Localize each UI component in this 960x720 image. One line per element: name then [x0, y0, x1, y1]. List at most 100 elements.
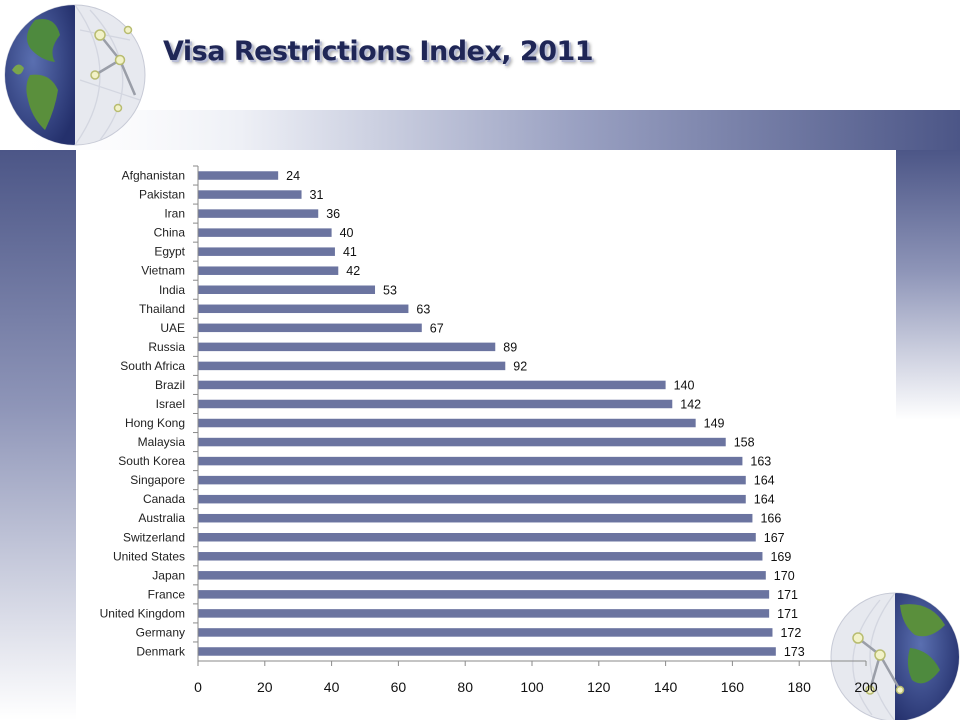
category-label: Australia — [138, 511, 185, 525]
bar — [198, 513, 753, 523]
x-tick-label: 40 — [324, 679, 340, 695]
x-tick-label: 200 — [854, 679, 878, 695]
category-label: Singapore — [130, 473, 185, 487]
category-label: Pakistan — [139, 188, 185, 202]
value-label: 164 — [754, 493, 775, 507]
bar — [198, 533, 756, 542]
category-label: India — [159, 283, 185, 297]
bar — [198, 590, 770, 599]
bar — [198, 304, 409, 314]
value-label: 31 — [310, 188, 324, 202]
bar — [198, 456, 743, 466]
value-label: 63 — [416, 302, 430, 316]
value-label: 163 — [750, 455, 771, 469]
value-label: 149 — [704, 417, 725, 431]
value-label: 170 — [774, 569, 795, 583]
value-label: 166 — [760, 512, 781, 526]
category-label: Hong Kong — [125, 416, 185, 430]
value-label: 89 — [503, 340, 517, 354]
category-label: South Korea — [118, 454, 185, 468]
value-label: 41 — [343, 245, 357, 259]
bar — [198, 609, 770, 618]
value-label: 171 — [777, 607, 798, 621]
category-label: France — [148, 587, 186, 601]
value-label: 67 — [430, 321, 444, 335]
category-label: Russia — [148, 340, 185, 354]
bar — [198, 437, 726, 447]
value-label: 36 — [326, 207, 340, 221]
category-label: Denmark — [136, 644, 186, 658]
category-label: Malaysia — [138, 435, 186, 449]
bar — [198, 209, 319, 218]
category-label: United Kingdom — [100, 606, 185, 620]
category-label: Thailand — [139, 302, 185, 316]
category-label: Canada — [143, 492, 185, 506]
bar — [198, 247, 335, 256]
value-label: 40 — [340, 226, 354, 240]
globe-network-icon — [830, 592, 960, 720]
value-label: 171 — [777, 588, 798, 602]
category-label: South Africa — [120, 359, 185, 373]
category-label: Afghanistan — [122, 169, 185, 183]
value-label: 164 — [754, 474, 775, 488]
slide-title: Visa Restrictions Index, 2011 — [163, 36, 594, 67]
x-tick-label: 100 — [520, 679, 544, 695]
right-side-band — [896, 150, 960, 420]
bar — [198, 228, 332, 237]
category-label: Japan — [152, 568, 185, 582]
bar — [198, 647, 776, 656]
value-label: 158 — [734, 436, 755, 450]
axes — [193, 165, 866, 662]
bar — [198, 323, 422, 333]
bar — [198, 285, 376, 294]
value-label: 173 — [784, 645, 805, 659]
bar — [198, 266, 339, 275]
x-tick-label: 0 — [194, 679, 202, 695]
x-tick-label: 140 — [654, 679, 678, 695]
bar — [198, 342, 496, 352]
bar — [198, 628, 773, 637]
bar — [198, 380, 666, 390]
x-tick-label: 160 — [721, 679, 745, 695]
bar — [198, 171, 279, 180]
bar — [198, 552, 763, 561]
globe-network-icon — [4, 4, 146, 146]
value-label: 24 — [286, 169, 300, 183]
x-tick-label: 180 — [788, 679, 812, 695]
category-label: Israel — [156, 397, 185, 411]
category-labels: Afghanistan Pakistan Iran China Egypt Vietnam… — [100, 169, 186, 659]
value-label: 42 — [346, 264, 360, 278]
category-label: Switzerland — [123, 530, 185, 544]
bar — [198, 494, 746, 504]
value-label: 167 — [764, 531, 785, 545]
bar — [198, 571, 766, 580]
value-label: 172 — [780, 626, 801, 640]
category-label: Brazil — [155, 378, 185, 392]
x-tick-label: 120 — [587, 679, 611, 695]
value-label: 140 — [674, 378, 695, 392]
header-band — [0, 110, 960, 150]
value-label: 142 — [680, 397, 701, 411]
x-tick-label: 80 — [457, 679, 473, 695]
x-tick-label: 20 — [257, 679, 273, 695]
category-label: Iran — [164, 207, 185, 221]
category-label: Egypt — [154, 245, 185, 259]
bar — [198, 399, 673, 409]
category-label: China — [154, 226, 186, 240]
category-label: Vietnam — [141, 264, 185, 278]
value-label: 169 — [770, 550, 791, 564]
category-label: United States — [113, 549, 185, 563]
value-label: 92 — [513, 359, 527, 373]
bar — [198, 475, 746, 485]
bar — [198, 190, 302, 199]
value-label: 53 — [383, 283, 397, 297]
bar — [198, 361, 506, 371]
category-label: Germany — [136, 625, 185, 639]
left-side-band — [0, 150, 76, 720]
category-label: UAE — [160, 321, 185, 335]
x-axis-ticks: 0 20 40 60 80 100 120 140 160 180 200 — [194, 661, 878, 695]
x-tick-label: 60 — [391, 679, 407, 695]
